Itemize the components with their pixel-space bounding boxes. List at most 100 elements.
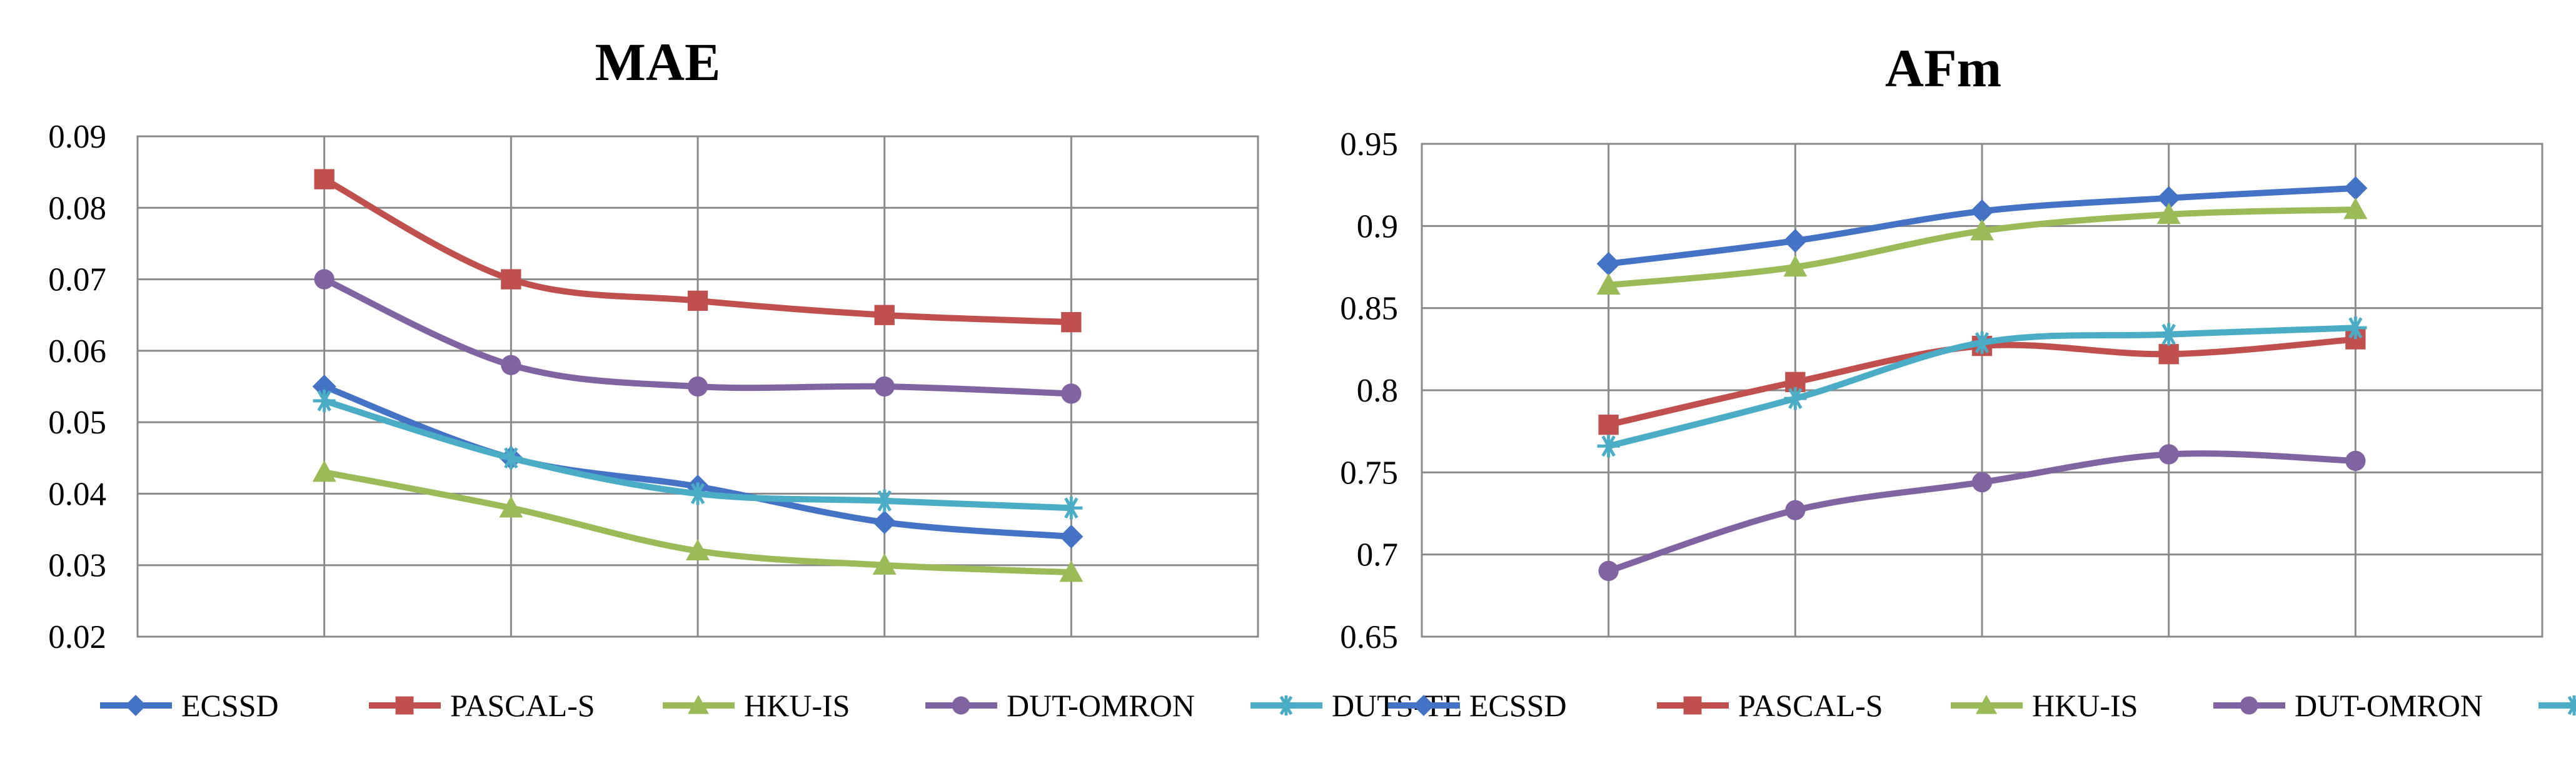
y-tick-label: 0.95 xyxy=(1340,126,1398,163)
data-point xyxy=(314,169,335,189)
chart-title-afm: AFm xyxy=(1885,38,2001,98)
data-point xyxy=(312,460,336,482)
data-point xyxy=(499,496,523,518)
data-point xyxy=(1597,435,1620,458)
legend-label: HKU-IS xyxy=(2032,688,2138,723)
legend-item: HKU-IS xyxy=(663,688,850,723)
data-point xyxy=(1598,560,1619,582)
y-tick-label: 0.09 xyxy=(48,119,106,155)
y-tick-label: 0.85 xyxy=(1340,291,1398,327)
data-point xyxy=(1784,387,1807,410)
y-tick-label: 0.75 xyxy=(1340,455,1398,491)
plot-area xyxy=(1421,143,2543,638)
data-point xyxy=(872,553,897,575)
data-point xyxy=(1061,383,1082,404)
y-tick-label: 0.07 xyxy=(48,262,106,298)
legend-marker xyxy=(2563,695,2576,716)
data-point xyxy=(1596,251,1621,276)
data-point xyxy=(2156,202,2181,225)
y-tick-label: 0.08 xyxy=(48,190,106,226)
y-tick-label: 0.9 xyxy=(1357,208,1398,245)
data-point xyxy=(1060,497,1083,520)
legend-item: HKU-IS xyxy=(1951,688,2138,723)
data-point xyxy=(687,376,708,397)
legend-marker xyxy=(395,696,414,715)
data-point xyxy=(687,290,708,311)
data-point xyxy=(2343,198,2368,220)
data-point xyxy=(501,269,521,290)
data-point xyxy=(874,376,895,397)
legend-marker xyxy=(1976,695,1997,714)
data-point xyxy=(1783,255,1808,277)
y-tick-label: 0.03 xyxy=(48,548,106,584)
y-tick-label: 0.65 xyxy=(1340,619,1398,655)
legend-label: PASCAL-S xyxy=(450,688,595,723)
data-point xyxy=(1970,199,1994,223)
data-point xyxy=(2345,450,2366,472)
data-point xyxy=(1783,228,1808,253)
data-point xyxy=(1971,472,1993,493)
legend-label: HKU-IS xyxy=(744,688,850,723)
legend-label: DUT-OMRON xyxy=(2295,688,2483,723)
legend: ECSSD PASCAL-S HKU-IS DUT-OMRON DUTS-TE xyxy=(1388,688,2576,723)
data-point xyxy=(2344,316,2367,340)
plot-area xyxy=(136,135,1259,638)
legend-marker xyxy=(1683,696,1702,715)
y-tick-label: 0.02 xyxy=(48,619,106,655)
data-point xyxy=(872,510,897,535)
y-tick-label: 0.05 xyxy=(48,405,106,441)
series-pascal-s xyxy=(314,169,1082,333)
legend-marker xyxy=(2240,696,2258,715)
data-point xyxy=(314,269,335,290)
data-point xyxy=(2158,344,2179,365)
legend-item: DUT-OMRON xyxy=(925,688,1195,723)
data-point xyxy=(1059,525,1084,548)
data-point xyxy=(2156,186,2181,210)
data-point xyxy=(2157,323,2180,346)
series-hku-is xyxy=(1596,198,2368,295)
mae-chart: MAE 0.02 0.03 0.04 0.05 0.06 0.07 0.08 0.09 ECSS… xyxy=(48,32,1462,723)
legend-item: DUTS-TE xyxy=(2538,695,2576,716)
legend-marker xyxy=(688,695,709,714)
y-tick-label: 0.06 xyxy=(48,333,106,370)
chart-title-mae: MAE xyxy=(595,32,721,92)
legend-marker xyxy=(125,695,146,716)
afm-chart: AFm 0.65 0.7 0.75 0.8 0.85 0.9 0.95 ECSSD PASCAL… xyxy=(1340,38,2576,723)
legend-item: ECSSD xyxy=(100,688,279,723)
legend-item: DUT-OMRON xyxy=(2213,688,2483,723)
legend-label: DUT-OMRON xyxy=(1007,688,1195,723)
data-point xyxy=(1785,500,1806,520)
legend-marker xyxy=(952,696,970,715)
y-tick-label: 0.04 xyxy=(48,476,106,512)
data-point xyxy=(686,482,710,505)
series-ecssd xyxy=(1596,176,2368,276)
data-point xyxy=(1596,273,1621,295)
data-point xyxy=(2343,176,2368,200)
legend-marker xyxy=(1275,695,1297,716)
series-dut-omron xyxy=(1598,444,2366,582)
legend-item: PASCAL-S xyxy=(369,688,595,723)
data-point xyxy=(686,538,710,561)
data-point xyxy=(874,305,895,325)
legend-label: ECSSD xyxy=(1469,688,1567,723)
legend-marker xyxy=(1413,695,1434,716)
legend-item: PASCAL-S xyxy=(1657,688,1883,723)
data-point xyxy=(1970,219,1994,241)
y-tick-label: 0.7 xyxy=(1357,537,1398,573)
data-point xyxy=(873,489,896,512)
data-point xyxy=(1061,311,1082,333)
data-point xyxy=(2158,444,2179,465)
series-hku-is xyxy=(312,460,1084,582)
data-point xyxy=(1598,415,1619,435)
data-point xyxy=(1059,560,1084,582)
legend-label: ECSSD xyxy=(181,688,279,723)
data-point xyxy=(500,447,523,470)
series-duts-te xyxy=(313,389,1083,520)
y-tick-label: 0.8 xyxy=(1357,373,1398,409)
legend-item: ECSSD xyxy=(1388,688,1567,723)
data-point xyxy=(313,389,336,412)
legend-label: PASCAL-S xyxy=(1738,688,1883,723)
data-point xyxy=(1970,331,1994,354)
